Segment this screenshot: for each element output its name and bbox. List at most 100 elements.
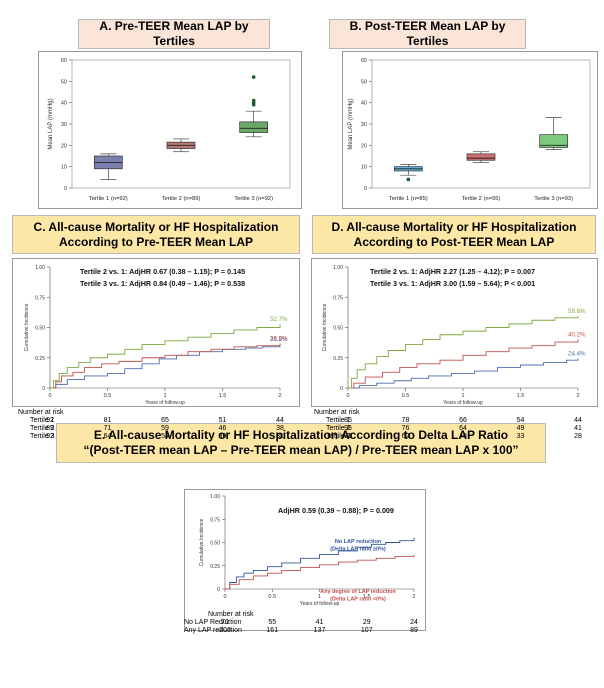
y-tick-label-e: 0.75 — [210, 517, 220, 523]
y-tick-label-a: 50 — [61, 79, 67, 85]
risk-row-label-d: Tertile 1 — [326, 417, 351, 424]
risk-cell-d: 93 — [344, 433, 352, 440]
risk-cell-e: 107 — [360, 627, 373, 634]
risk-cell-e: 41 — [315, 619, 324, 626]
risk-cell-c: 39 — [218, 433, 227, 440]
risk-row-label-c: Tertile 2 — [30, 425, 55, 432]
y-tick-label-c: 0 — [42, 386, 45, 392]
km-curve-c-1 — [50, 344, 281, 389]
km-curve-e-1 — [225, 537, 415, 590]
y-tick-label-e: 0 — [217, 587, 220, 593]
category-label-b: Tertile 1 (n=85) — [389, 196, 428, 202]
risk-cell-d: 33 — [516, 433, 525, 440]
y-tick-label-b: 10 — [361, 165, 367, 171]
panel-a-title: A. Pre-TEER Mean LAP by Tertiles — [78, 19, 270, 49]
km-curve-e-2 — [225, 554, 415, 590]
y-tick-label-a: 30 — [61, 122, 67, 128]
risk-cell-c: 81 — [103, 417, 112, 424]
y-tick-label-d: 0.25 — [333, 356, 343, 362]
y-tick-label-c: 0.25 — [35, 356, 45, 362]
y-tick-label-d: 0 — [340, 386, 343, 392]
curve-note-e-1: (Delta LAP ratio ≥0%) — [330, 547, 386, 553]
x-tick-label-e: 2 — [412, 594, 415, 600]
box-b-2 — [466, 153, 496, 161]
y-tick-label-a: 20 — [61, 143, 67, 149]
y-tick-label-a: 40 — [61, 101, 67, 107]
end-label-d-3: 59.6% — [568, 308, 586, 315]
annotation-c: Tertile 3 vs. 1: AdjHR 0.84 (0.49 – 1.46… — [80, 279, 245, 288]
x-tick-label-e: 0.5 — [268, 594, 276, 600]
curve-note-e-1: No LAP reduction — [335, 539, 382, 545]
category-label-b: Tertile 2 (n=95) — [462, 196, 501, 202]
box-a-3 — [239, 121, 269, 133]
km-curve-c-2 — [50, 343, 281, 389]
risk-cell-e: 89 — [410, 627, 418, 634]
risk-row-label-c: Tertile 3 — [30, 433, 55, 440]
risk-cell-d: 95 — [344, 425, 352, 432]
risk-cell-d: 44 — [574, 417, 582, 424]
risk-cell-d: 62 — [401, 433, 410, 440]
y-axis-label-a: Mean LAP (mmHg) — [48, 98, 54, 149]
risk-cell-e: 137 — [313, 627, 326, 634]
category-label-a: Tertile 1 (n=92) — [89, 196, 128, 202]
x-tick-label-d: 1.5 — [517, 393, 525, 399]
y-tick-label-d: 1.00 — [333, 265, 343, 271]
risk-cell-e: 203 — [219, 627, 231, 634]
risk-table-title-d: Number at risk — [314, 409, 360, 416]
x-tick-label-d: 0 — [346, 393, 349, 399]
y-tick-label-b: 20 — [361, 143, 367, 149]
risk-row-label-d: Tertile 3 — [326, 433, 351, 440]
risk-cell-d: 54 — [516, 417, 525, 424]
km-curve-d-1 — [348, 358, 579, 389]
risk-cell-d: 28 — [574, 433, 582, 440]
risk-cell-c: 92 — [46, 433, 54, 440]
y-tick-label-b: 0 — [364, 186, 367, 192]
y-axis-label-b: Mean LAP (mmHg) — [348, 98, 354, 149]
risk-row-label-e: Any LAP reduction — [184, 627, 242, 634]
risk-cell-d: 64 — [459, 425, 467, 432]
y-tick-label-b: 60 — [361, 58, 367, 64]
risk-cell-d: 41 — [574, 425, 582, 432]
y-tick-label-d: 0.75 — [333, 295, 343, 301]
panel-e — [184, 489, 426, 631]
x-tick-label-e: 1 — [318, 594, 321, 600]
y-tick-label-e: 0.25 — [210, 564, 220, 570]
end-label-c-1: 36.2% — [270, 336, 288, 343]
x-tick-label-d: 0.5 — [402, 393, 410, 399]
outlier-point-a — [251, 75, 256, 79]
x-tick-label-c: 2 — [278, 393, 281, 399]
risk-cell-c: 59 — [161, 425, 169, 432]
risk-cell-c: 38 — [276, 425, 284, 432]
y-tick-label-a: 10 — [61, 165, 67, 171]
x-tick-label-c: 1 — [163, 393, 166, 399]
x-axis-label-e: Years of follow-up — [300, 601, 340, 607]
risk-cell-c: 92 — [46, 417, 54, 424]
risk-cell-e: 55 — [268, 619, 277, 626]
y-tick-label-d: 0.50 — [333, 326, 343, 332]
category-label-a: Tertile 2 (n=89) — [162, 196, 201, 202]
y-tick-label-e: 1.00 — [210, 494, 220, 500]
panel-d — [311, 258, 598, 407]
annotation-d: Tertile 2 vs. 1: AdjHR 2.27 (1.25 – 4.12… — [370, 267, 535, 276]
risk-cell-c: 54 — [161, 433, 169, 440]
x-tick-label-e: 0 — [223, 594, 226, 600]
panel-e-title: E. All-cause Mortality or HF Hospitaliza… — [56, 423, 546, 463]
risk-cell-c: 44 — [276, 417, 284, 424]
outlier-point-a — [251, 98, 256, 103]
km-curve-d-3 — [348, 315, 579, 389]
annotation-c: Tertile 2 vs. 1: AdjHR 0.67 (0.38 – 1.15… — [80, 267, 245, 276]
outlier-point-b — [406, 177, 411, 182]
end-label-c-3: 52.7% — [270, 316, 288, 323]
y-axis-label-e: Cumulative Incidence — [199, 518, 205, 566]
x-tick-label-c: 1.5 — [219, 393, 227, 399]
curve-note-e-2: Any degree of LAP reduction — [320, 589, 396, 595]
x-axis-label-d: Years of follow-up — [443, 400, 483, 406]
risk-cell-c: 51 — [218, 417, 227, 424]
risk-cell-c: 31 — [276, 433, 284, 440]
risk-cell-d: 66 — [459, 417, 467, 424]
km-curve-c-3 — [50, 324, 281, 389]
end-label-d-2: 40.2% — [568, 331, 586, 338]
risk-cell-c: 65 — [161, 417, 169, 424]
risk-cell-e: 24 — [410, 619, 418, 626]
category-label-a: Tertile 3 (n=92) — [234, 196, 273, 202]
